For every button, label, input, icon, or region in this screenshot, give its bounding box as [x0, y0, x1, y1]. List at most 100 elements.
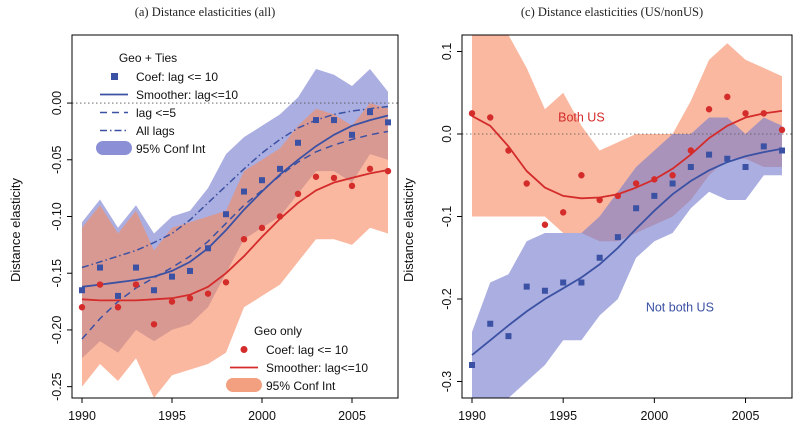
coef-point-1-3-4	[541, 287, 548, 294]
coef-point-1-0-11	[669, 172, 676, 179]
coef-point-0-0-8	[223, 211, 229, 218]
alllags-line	[81, 105, 389, 269]
panel-c: (c) Distance elasticities (US/nonUS) Dis…	[401, 5, 793, 423]
coef-point-0-5-10	[258, 224, 266, 232]
coef-point-0-5-6	[186, 294, 194, 302]
coef-point-1-3-12	[687, 164, 694, 170]
coef-point-1-3-11	[669, 180, 676, 187]
legend-label-1-1: Smoother: lag<=10	[266, 361, 368, 375]
y-tick-label-0-0: 0.00	[50, 91, 64, 115]
coef-point-1-3-16	[760, 143, 767, 150]
x-tick-label-0-3: 2005	[338, 409, 366, 423]
coef-point-1-0-0	[468, 110, 476, 117]
plot-area-1	[462, 35, 792, 398]
coef-point-0-5-14	[330, 174, 338, 182]
coef-point-0-5-9	[240, 235, 248, 243]
coef-point-0-5-3	[132, 281, 140, 288]
legend-heading-0: Geo + Ties	[119, 51, 177, 65]
legend-label-0-0: Coef: lag <= 10	[136, 70, 218, 84]
legend-label-0-1: Smoother: lag<=10	[136, 88, 238, 102]
coef-point-0-5-16	[366, 165, 374, 173]
legend-heading-1: Geo only	[254, 324, 302, 338]
legend-label-0-2: lag <=5	[136, 106, 176, 120]
coef-point-1-3-2	[505, 333, 512, 340]
y-tick-label-1-2: -0.1	[440, 206, 454, 228]
coef-point-0-0-16	[367, 109, 373, 116]
smoother-line-1-4	[471, 147, 783, 356]
annotation-0: Both US	[558, 111, 605, 125]
legend-symbol-1-0	[240, 346, 248, 353]
coef-point-0-5-2	[114, 304, 122, 311]
coef-point-1-0-6	[578, 172, 585, 179]
y-axis-label-c: Distance elasticity	[401, 177, 416, 282]
coef-point-0-0-14	[331, 117, 337, 124]
coef-point-1-3-17	[779, 147, 785, 154]
coef-point-0-5-8	[222, 279, 230, 286]
y-tick-label-0-2: -0.10	[50, 202, 64, 231]
y-axis-label-a: Distance elasticity	[8, 177, 23, 282]
coef-point-0-0-15	[349, 131, 355, 138]
conf-band-1-1	[472, 117, 782, 398]
plot-area-0	[72, 69, 398, 398]
coef-point-0-5-7	[204, 290, 212, 297]
smoother-line-1-1	[471, 110, 783, 200]
coef-point-1-3-1	[487, 320, 494, 327]
coef-point-0-0-2	[115, 292, 121, 299]
coef-point-0-5-12	[294, 190, 302, 198]
coef-point-1-3-3	[523, 283, 530, 290]
coef-point-0-5-0	[78, 304, 86, 311]
smoother-line-0-6	[81, 169, 389, 302]
y-tick-label-0-1: -0.05	[50, 145, 64, 174]
legend-symbol-0-0	[111, 73, 118, 80]
x-tick-label-0-0: 1990	[68, 409, 96, 423]
x-tick-label-0-2: 2000	[248, 409, 276, 423]
coef-point-1-0-3	[523, 180, 530, 187]
coef-point-1-0-1	[487, 114, 494, 121]
coef-point-1-3-8	[614, 234, 621, 241]
chart-title-a: (a) Distance elasticities (all)	[135, 5, 276, 19]
coef-point-1-3-0	[469, 362, 475, 368]
coef-point-0-0-12	[295, 139, 301, 146]
coef-point-1-3-9	[633, 205, 640, 212]
coef-point-1-3-15	[742, 164, 749, 170]
y-tick-label-1-1: 0.0	[440, 125, 454, 142]
coef-point-0-5-13	[312, 173, 320, 180]
smoother-line-0-1	[81, 114, 389, 288]
x-tick-label-1-2: 2000	[640, 409, 668, 423]
y-tick-label-1-0: 0.1	[440, 43, 454, 60]
coef-point-1-0-15	[742, 110, 749, 117]
legend-symbol-0-4	[96, 141, 132, 155]
coef-point-1-0-5	[559, 209, 567, 216]
coef-point-1-3-7	[596, 254, 603, 261]
x-tick-label-1-3: 2005	[732, 409, 760, 423]
coef-point-1-3-10	[651, 192, 658, 199]
coef-point-0-0-10	[259, 177, 265, 184]
coef-point-1-3-14	[724, 155, 731, 162]
coef-point-1-0-17	[778, 126, 786, 134]
x-tick-label-1-0: 1990	[458, 409, 486, 423]
legend-label-1-2: 95% Conf Int	[266, 379, 336, 393]
legend-label-0-3: All lags	[136, 124, 175, 138]
conf-band-0-1	[82, 103, 388, 398]
coef-point-0-0-4	[151, 287, 157, 294]
lag5-line	[81, 130, 389, 340]
coef-point-1-0-4	[541, 221, 549, 228]
coef-point-0-0-11	[277, 165, 283, 172]
coef-point-0-5-15	[348, 182, 356, 190]
panel-a: (a) Distance elasticities (all) Distance…	[8, 5, 399, 423]
annotation-1: Not both US	[646, 300, 714, 314]
coef-point-1-0-13	[705, 106, 713, 113]
coef-point-0-0-6	[187, 267, 193, 274]
coef-point-1-3-13	[706, 151, 713, 158]
y-tick-label-0-5: -0.25	[50, 372, 64, 401]
coef-point-0-0-17	[385, 119, 391, 126]
y-tick-label-0-4: -0.20	[50, 316, 64, 345]
legend-symbol-1-2	[226, 378, 262, 392]
coef-point-0-0-1	[97, 264, 103, 271]
y-tick-label-0-3: -0.15	[50, 259, 64, 288]
x-tick-label-1-1: 1995	[549, 409, 577, 423]
coef-point-0-0-3	[133, 264, 139, 271]
coef-point-0-5-1	[96, 281, 104, 288]
coef-point-0-0-0	[79, 287, 85, 294]
